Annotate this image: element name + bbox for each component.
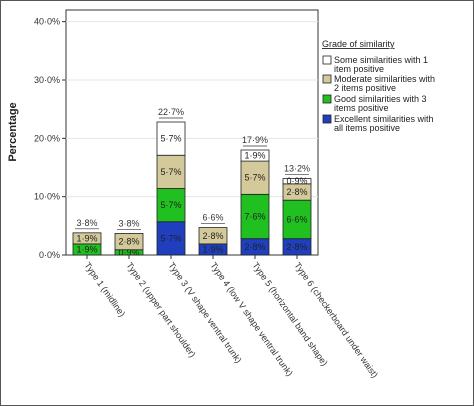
data-label: 5·7% (160, 134, 181, 144)
y-tick-label: 10·0% (34, 192, 60, 202)
bar-segment (198, 227, 228, 245)
bar-segment (72, 232, 102, 245)
total-label: 3·8% (76, 218, 97, 228)
data-label: 2·8% (202, 231, 223, 241)
y-tick-label: 40·0% (34, 17, 60, 27)
data-label: 2·8% (286, 242, 307, 252)
legend-swatch (322, 55, 332, 65)
y-tick-label: 0·0% (39, 250, 60, 260)
legend-swatch (322, 94, 332, 104)
data-label: 6·6% (286, 214, 307, 224)
y-axis-ticks: 0·0% 10·0% 20·0% 30·0% 40·0% (34, 17, 66, 260)
legend-label: Excellent similarities with all items pos… (334, 114, 434, 133)
legend-swatch (322, 74, 332, 84)
data-label: 2·8% (118, 237, 139, 247)
y-tick-label: 30·0% (34, 75, 60, 85)
bar-segment (240, 149, 270, 162)
data-label: 1·9% (76, 244, 97, 254)
legend-label: Some similarities with 1 item positive (334, 55, 428, 74)
bar-segment (240, 193, 270, 240)
data-label: 5·7% (160, 200, 181, 210)
total-label: 22·7% (158, 107, 184, 117)
data-label: 7·6% (244, 212, 265, 222)
plot-area (65, 9, 319, 256)
bar-segment (114, 233, 144, 251)
data-label: 1·9% (202, 244, 223, 254)
total-label: 17·9% (242, 135, 268, 145)
total-label: 3·8% (118, 218, 139, 228)
data-label: 5·7% (160, 167, 181, 177)
data-label: 5·7% (244, 173, 265, 183)
data-label: 2·8% (286, 187, 307, 197)
bar-segment (240, 160, 270, 195)
data-label: 2·8% (244, 242, 265, 252)
legend-label: Good similarities with 3 items positive (334, 94, 427, 113)
bar-segment (282, 178, 312, 185)
y-axis-label: Percentage (7, 102, 19, 161)
data-label: 1·9% (76, 233, 97, 243)
y-gridlines (66, 21, 318, 198)
y-tick-label: 20·0% (34, 133, 60, 143)
total-label: 6·6% (202, 213, 223, 223)
data-label: 0·9% (118, 247, 139, 257)
bar-segment (156, 221, 186, 256)
bar-segment (156, 121, 186, 156)
data-label: 5·7% (160, 233, 181, 243)
bar-segment (156, 188, 186, 223)
bars: 1·9%1·9%3·8%0·9%2·8%3·8%5·7%5·7%5·7%5·7%… (72, 107, 312, 257)
total-label: 13·2% (284, 164, 310, 174)
data-label: 1·9% (244, 151, 265, 161)
legend-label: Moderate similarities with 2 items positi… (334, 74, 435, 93)
data-label: 0·9% (286, 176, 307, 186)
legend: Grade of similarity Some similarities wi… (322, 39, 435, 133)
legend-title: Grade of similarity (322, 39, 395, 49)
legend-swatch (322, 114, 332, 124)
bar-segment (156, 154, 186, 189)
